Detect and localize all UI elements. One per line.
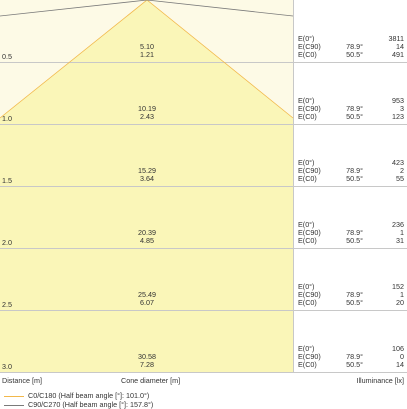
cone-diameter-c0: 5.10 (140, 42, 154, 51)
illuminance-label-item: E(C90) (298, 42, 321, 51)
illuminance-value: 123 (392, 112, 404, 121)
distance-value: 0.5 (2, 52, 12, 61)
illuminance-value: 55 (396, 174, 404, 183)
illuminance-value: 3 (400, 104, 404, 113)
beam-angle-value: 78.9° (346, 228, 363, 237)
c90-beam-edge-left (0, 0, 148, 17)
illuminance-label-item: E(C0) (298, 360, 317, 369)
beam-angle-value: 50.5° (346, 50, 363, 59)
illuminance-label-item: E(C90) (298, 104, 321, 113)
illuminance-value: 106 (392, 344, 404, 353)
illuminance-value: 423 (392, 158, 404, 167)
illuminance-label-item: E(0°) (298, 282, 315, 291)
illuminance-label-item: E(C0) (298, 298, 317, 307)
illuminance-label-item: E(0°) (298, 158, 315, 167)
cone-diameter-c90: 6.07 (140, 298, 154, 307)
illuminance-value: 0 (400, 352, 404, 361)
cone-diameter-c90: 2.43 (140, 112, 154, 121)
illuminance-value: 3811 (388, 34, 404, 43)
beam-angle-value: 78.9° (346, 104, 363, 113)
illuminance-label-item: E(C0) (298, 50, 317, 59)
distance-value: 1.5 (2, 176, 12, 185)
illuminance-value: 20 (396, 298, 404, 307)
illuminance-label-item: E(C90) (298, 166, 321, 175)
c0-beam-edge-right (146, 0, 294, 119)
beam-angle-value: 78.9° (346, 166, 363, 175)
cone-diameter-c90: 4.85 (140, 236, 154, 245)
cone-diameter-c0: 10.19 (138, 104, 156, 113)
distance-value: 2.0 (2, 238, 12, 247)
cone-diameter-c90: 3.64 (140, 174, 154, 183)
illuminance-value: 152 (392, 282, 404, 291)
cone-diameter-c0: 25.49 (138, 290, 156, 299)
beam-angle-value: 50.5° (346, 298, 363, 307)
illuminance-label-item: E(C0) (298, 112, 317, 121)
cone-diameter-c0: 30.58 (138, 352, 156, 361)
cone-diameter-label: Cone diameter [m] (121, 376, 181, 385)
illuminance-value: 14 (396, 360, 404, 369)
distance-grid (0, 62, 407, 373)
illuminance-label-item: E(C90) (298, 352, 321, 361)
beam-angle-value: 78.9° (346, 290, 363, 299)
c90-legend-label: C90/C270 (Half beam angle [°]: 157.8°) (28, 400, 154, 409)
illuminance-label-item: E(0°) (298, 220, 315, 229)
c90-legend-swatch (4, 405, 24, 406)
beam-angle-value: 50.5° (346, 174, 363, 183)
cone-diameter-c0: 15.29 (138, 166, 156, 175)
illuminance-value: 31 (396, 236, 404, 245)
illuminance-label-item: E(C0) (298, 236, 317, 245)
c90-beam-edge-right (146, 0, 294, 17)
illuminance-value: 1 (400, 290, 404, 299)
illuminance-label-item: E(0°) (298, 344, 315, 353)
beam-angle-value: 50.5° (346, 112, 363, 121)
distance-value: 2.5 (2, 300, 12, 309)
c0-legend-swatch (4, 396, 24, 397)
cone-diameter-c90: 7.28 (140, 360, 154, 369)
distance-value: 3.0 (2, 362, 12, 371)
illuminance-label: Illuminance [lx] (356, 376, 404, 385)
illuminance-value: 2 (400, 166, 404, 175)
illuminance-label-item: E(C90) (298, 290, 321, 299)
illuminance-value: 1 (400, 228, 404, 237)
illuminance-label-item: E(C90) (298, 228, 321, 237)
c0-beam-edge-left (0, 0, 148, 119)
beam-angle-value: 78.9° (346, 42, 363, 51)
beam-angle-value: 78.9° (346, 352, 363, 361)
beam-angle-value: 50.5° (346, 236, 363, 245)
illuminance-value: 236 (392, 220, 404, 229)
illuminance-value: 491 (392, 50, 404, 59)
illuminance-label-item: E(C0) (298, 174, 317, 183)
distance-axis-label: Distance [m] (2, 376, 42, 385)
illuminance-label-item: E(0°) (298, 96, 315, 105)
c0-legend-label: C0/C180 (Half beam angle [°]: 101.0°) (28, 391, 150, 400)
distance-value: 1.0 (2, 114, 12, 123)
cone-diameter-c0: 20.39 (138, 228, 156, 237)
illuminance-label-item: E(0°) (298, 34, 315, 43)
cone-diameter-c90: 1.21 (140, 50, 154, 59)
beam-angle-value: 50.5° (346, 360, 363, 369)
illuminance-value: 953 (392, 96, 404, 105)
illuminance-value: 14 (396, 42, 404, 51)
